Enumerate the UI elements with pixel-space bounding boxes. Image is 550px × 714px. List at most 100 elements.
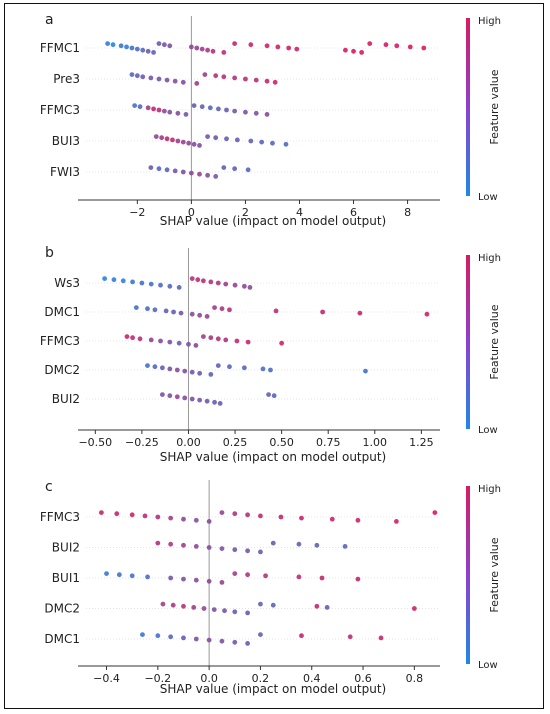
shap-point [260, 366, 266, 372]
shap-point [197, 143, 202, 148]
shap-point [140, 74, 146, 80]
shap-point [180, 169, 186, 175]
shap-point [248, 42, 254, 48]
colorbar [466, 255, 470, 429]
shap-point [407, 44, 413, 50]
shap-point [159, 392, 165, 397]
colorbar-high-label: High [478, 16, 501, 27]
shap-point [178, 310, 184, 316]
shap-point [124, 44, 129, 50]
shap-point [270, 602, 276, 608]
shap-point [241, 365, 247, 371]
feature-label: FFMC3 [40, 103, 80, 117]
shap-point [156, 107, 162, 113]
shap-point [129, 45, 135, 51]
shap-point [186, 140, 192, 146]
shap-point [156, 76, 162, 82]
shap-point [145, 105, 151, 111]
x-tick-label: 0.00 [176, 436, 201, 449]
shap-point [193, 636, 199, 642]
x-tick-label: 0.25 [223, 436, 248, 449]
shap-point [394, 43, 400, 49]
shap-point [232, 639, 238, 645]
shap-point [197, 171, 202, 177]
shap-point [324, 605, 330, 610]
shap-point [245, 167, 251, 173]
shap-point [232, 108, 238, 114]
shap-point [191, 605, 197, 610]
x-tick-label: 8 [404, 206, 411, 219]
shap-point [180, 139, 186, 145]
shap-point [245, 512, 251, 518]
shap-point [181, 542, 186, 548]
shap-point [221, 74, 227, 80]
shap-point [232, 75, 238, 81]
shap-point [232, 571, 238, 576]
shap-point [189, 369, 195, 375]
shap-point [296, 541, 302, 547]
shap-point [247, 285, 253, 290]
shap-point [140, 47, 146, 53]
shap-point [148, 337, 154, 343]
shap-point [248, 138, 254, 144]
shap-point [319, 575, 325, 581]
x-tick-label: 0.4 [303, 672, 321, 685]
shap-point [286, 45, 292, 51]
x-tick-label: 2 [242, 206, 249, 219]
shap-point [206, 545, 212, 550]
shap-point [134, 46, 140, 52]
shap-point [270, 540, 276, 546]
shap-point [114, 511, 120, 517]
panel-label: b [45, 245, 54, 261]
feature-label: Pre3 [53, 72, 80, 86]
shap-point [116, 572, 122, 578]
feature-label: BUI2 [52, 392, 80, 406]
feature-label: BUI3 [52, 134, 80, 148]
shap-point [163, 308, 169, 314]
shap-point [259, 139, 265, 145]
shap-point [268, 367, 273, 373]
shap-point [156, 41, 162, 46]
shap-point [210, 48, 216, 54]
x-axis-label: SHAP value (impact on model output) [160, 214, 387, 228]
feature-label: FFMC1 [40, 41, 80, 55]
shap-point [205, 47, 211, 53]
shap-point [234, 137, 240, 143]
x-tick-label: −2 [129, 206, 145, 219]
shap-point [208, 372, 214, 377]
shap-point [357, 310, 363, 316]
shap-point [212, 305, 217, 310]
shap-point [129, 573, 135, 579]
shap-point [194, 45, 200, 51]
shap-point [110, 42, 116, 48]
feature-label: FFMC3 [40, 334, 80, 348]
shap-point [393, 519, 399, 524]
shap-point [167, 339, 173, 345]
shap-point [217, 401, 223, 406]
shap-point [232, 547, 238, 553]
shap-point [243, 109, 248, 115]
shap-point [197, 397, 203, 403]
panel-label: a [45, 12, 54, 28]
shap-point [215, 336, 221, 342]
shap-point [202, 72, 208, 77]
shap-point [221, 165, 227, 171]
shap-point [299, 515, 304, 521]
shap-point [205, 172, 211, 178]
shap-point [180, 79, 186, 85]
shap-point [167, 366, 173, 372]
shap-point [194, 81, 200, 86]
shap-point [151, 106, 156, 112]
shap-point [152, 364, 158, 370]
shap-point [355, 576, 361, 582]
shap-point [161, 42, 167, 48]
shap-point [424, 311, 430, 317]
shap-point [181, 603, 186, 609]
x-tick-label: 4 [296, 206, 303, 219]
shap-point [155, 540, 161, 546]
shap-point [264, 43, 270, 49]
shap-point [314, 542, 320, 548]
shap-point [155, 514, 161, 520]
shap-point [213, 73, 219, 79]
